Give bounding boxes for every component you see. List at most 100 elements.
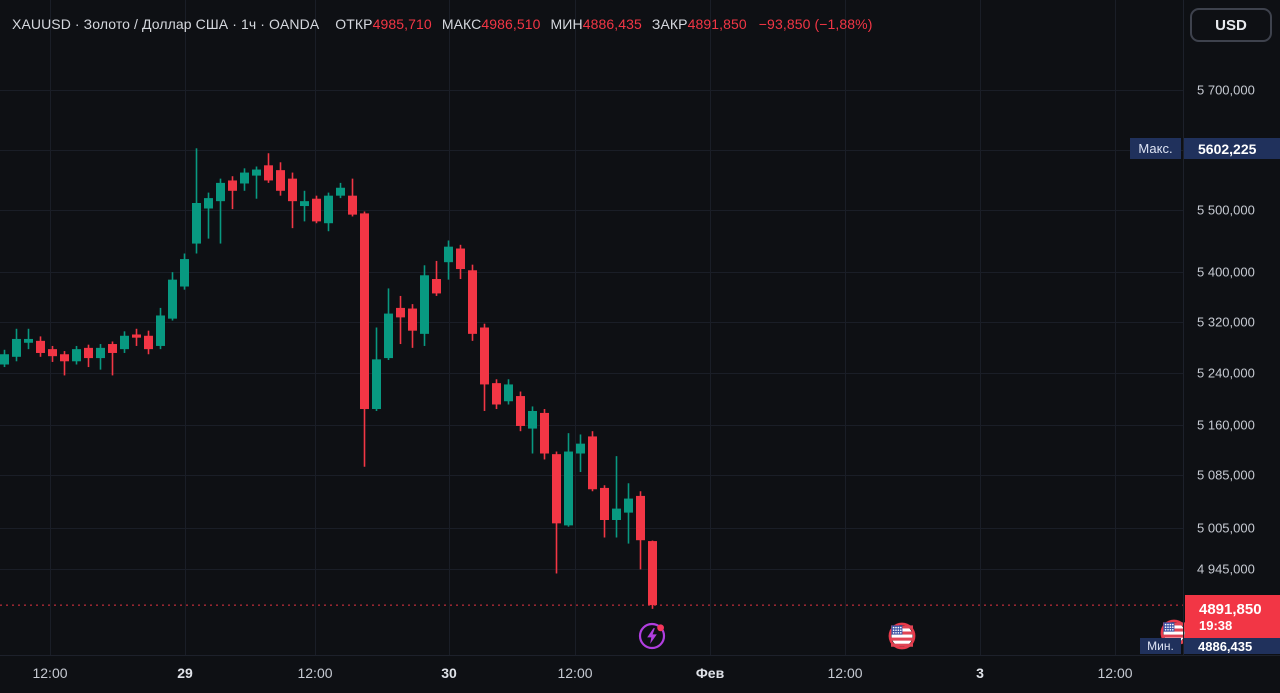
ohlc-field: МИН4886,435 xyxy=(551,16,642,32)
max-price-label: Макс. xyxy=(1130,138,1181,159)
min-price-label: Мин. xyxy=(1140,638,1181,654)
candle-body xyxy=(468,270,477,334)
price-axis-tick: 5 700,000 xyxy=(1197,82,1255,98)
candle-body xyxy=(552,454,561,524)
candle-body xyxy=(528,410,537,429)
candle-body xyxy=(408,308,417,331)
ohlc-values: ОТКР4985,710 МАКС4986,510 МИН4886,435 ЗАКР4… xyxy=(335,16,757,32)
candle-body xyxy=(156,315,165,346)
candle-body xyxy=(264,165,273,181)
candle-body xyxy=(252,169,261,176)
candle-body xyxy=(132,334,141,338)
price-axis-separator xyxy=(1183,0,1184,655)
candle-body xyxy=(144,335,153,350)
candle-body xyxy=(288,178,297,202)
candle-body xyxy=(348,195,357,215)
candle-body xyxy=(60,354,69,362)
price-axis-tick: 5 005,000 xyxy=(1197,520,1255,536)
min-price-value: 4886,435 xyxy=(1184,638,1280,654)
candle-body xyxy=(504,384,513,402)
ohlc-field: ЗАКР4891,850 xyxy=(652,16,747,32)
candle-body xyxy=(384,313,393,359)
candle-body xyxy=(324,195,333,224)
price-change: −93,850 (−1,88%) xyxy=(758,16,873,32)
candle-body xyxy=(372,359,381,410)
time-axis-tick: 12:00 xyxy=(827,665,863,681)
currency-toggle-button[interactable]: USD xyxy=(1190,8,1272,42)
last-price-time: 19:38 xyxy=(1199,617,1233,633)
time-axis-tick: Фев xyxy=(695,665,725,681)
candle-body xyxy=(312,198,321,222)
ohlc-field-value: 4886,435 xyxy=(582,16,642,32)
candle-body xyxy=(492,383,501,405)
ohlc-field-label: ЗАКР xyxy=(651,16,688,32)
ohlc-field-value: 4985,710 xyxy=(372,16,432,32)
candle-body xyxy=(48,349,57,357)
candle-body xyxy=(588,436,597,490)
time-axis-separator xyxy=(0,655,1280,656)
ohlc-field-label: ОТКР xyxy=(335,16,373,32)
candle-body xyxy=(180,259,189,287)
price-axis-tick: 4 945,000 xyxy=(1197,561,1255,577)
us-flag-event-icon[interactable] xyxy=(888,622,916,650)
candle-body xyxy=(600,487,609,520)
candle-body xyxy=(612,508,621,520)
candle-body xyxy=(360,213,369,410)
candle-body xyxy=(24,338,33,343)
time-axis-tick: 12:00 xyxy=(32,665,68,681)
candle-body xyxy=(300,201,309,207)
candle-body xyxy=(276,170,285,191)
candlestick-chart[interactable] xyxy=(0,0,1183,655)
candle-body xyxy=(420,275,429,334)
max-price-value: 5602,225 xyxy=(1184,138,1280,159)
time-axis-tick: 29 xyxy=(177,665,193,681)
candle-body xyxy=(240,172,249,184)
candle-body xyxy=(480,327,489,385)
candle-body xyxy=(0,354,9,365)
last-price-badge: 4891,850 19:38 xyxy=(1185,595,1280,638)
candle-body xyxy=(108,344,117,353)
price-axis-tick: 5 160,000 xyxy=(1197,417,1255,433)
candle-body xyxy=(168,279,177,319)
candle-body xyxy=(336,187,345,196)
candle-body xyxy=(564,451,573,526)
ohlc-field-label: МИН xyxy=(550,16,583,32)
symbol-title[interactable]: XAUUSD · Золото / Доллар США · 1ч · OAND… xyxy=(12,16,320,32)
ohlc-field: МАКС4986,510 xyxy=(442,16,541,32)
candle-body xyxy=(192,202,201,244)
candle-body xyxy=(228,180,237,191)
time-axis-tick: 12:00 xyxy=(1097,665,1133,681)
time-axis-tick: 3 xyxy=(976,665,984,681)
candle-body xyxy=(516,396,525,426)
time-axis-tick: 30 xyxy=(441,665,457,681)
price-axis-tick: 5 085,000 xyxy=(1197,467,1255,483)
candle-body xyxy=(636,495,645,541)
lightning-event-icon[interactable] xyxy=(638,622,666,650)
ohlc-field: ОТКР4985,710 xyxy=(335,16,432,32)
ohlc-field-value: 4986,510 xyxy=(481,16,541,32)
time-axis[interactable]: 12:00 29 12:00 30 12:00 Фев 12:00 3 12:00 xyxy=(0,655,1280,693)
candle-body xyxy=(84,347,93,359)
price-axis-tick: 5 500,000 xyxy=(1197,202,1255,218)
price-axis[interactable]: 5 700,000 5 500,000 5 400,000 5 320,000 5 24… xyxy=(1183,0,1280,655)
candle-body xyxy=(204,198,213,209)
candle-body xyxy=(576,443,585,454)
ohlc-field-value: 4891,850 xyxy=(687,16,747,32)
candle-body xyxy=(96,347,105,359)
candle-body xyxy=(648,541,657,606)
time-axis-tick: 12:00 xyxy=(557,665,593,681)
candle-body xyxy=(216,182,225,202)
candle-body xyxy=(456,248,465,270)
last-price: 4891,850 xyxy=(1199,600,1262,618)
symbol-header: XAUUSD · Золото / Доллар США · 1ч · OAND… xyxy=(12,14,872,34)
price-axis-tick: 5 240,000 xyxy=(1197,365,1255,381)
ohlc-field-label: МАКС xyxy=(441,16,482,32)
candle-body xyxy=(72,349,81,362)
candle-body xyxy=(432,279,441,294)
candle-body xyxy=(444,246,453,263)
price-axis-tick: 5 400,000 xyxy=(1197,264,1255,280)
time-axis-tick: 12:00 xyxy=(297,665,333,681)
candle-body xyxy=(624,498,633,513)
candle-body xyxy=(540,412,549,454)
